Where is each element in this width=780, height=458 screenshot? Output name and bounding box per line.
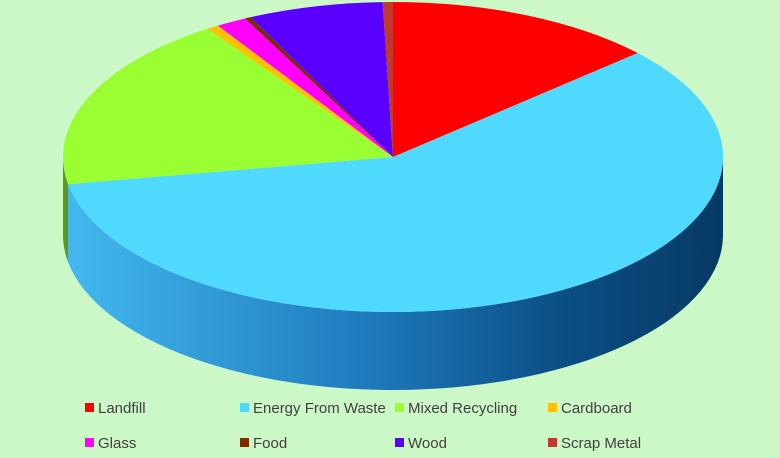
legend-swatch-mixed-recycling bbox=[395, 403, 404, 412]
legend-label-wood: Wood bbox=[408, 435, 447, 452]
legend-swatch-cardboard bbox=[548, 403, 557, 412]
legend-item-mixed-recycling: Mixed Recycling bbox=[395, 400, 517, 417]
pie-side-mixed-recycling bbox=[63, 157, 69, 263]
legend-label-scrap-metal: Scrap Metal bbox=[561, 435, 641, 452]
legend-swatch-wood bbox=[395, 438, 404, 447]
legend-swatch-glass bbox=[85, 438, 94, 447]
pie-slice-landfill bbox=[393, 2, 638, 157]
pie-slice-scrap-metal bbox=[382, 2, 393, 157]
pie-slice-glass bbox=[217, 18, 393, 158]
legend-item-cardboard: Cardboard bbox=[548, 400, 632, 417]
legend-swatch-food bbox=[240, 438, 249, 447]
pie-top-group bbox=[62, 2, 724, 313]
legend-item-wood: Wood bbox=[395, 435, 447, 452]
legend-label-glass: Glass bbox=[98, 435, 136, 452]
legend-label-energy-from-waste: Energy From Waste bbox=[253, 400, 386, 417]
legend-item-food: Food bbox=[240, 435, 287, 452]
legend-label-landfill: Landfill bbox=[98, 400, 146, 417]
legend-item-energy-from-waste: Energy From Waste bbox=[240, 400, 386, 417]
legend-item-landfill: Landfill bbox=[85, 400, 146, 417]
pie-side-energy-from-waste bbox=[68, 157, 724, 390]
legend-label-food: Food bbox=[253, 435, 287, 452]
pie-side-group bbox=[63, 157, 724, 390]
pie-slice-energy-from-waste bbox=[68, 53, 724, 313]
legend-label-mixed-recycling: Mixed Recycling bbox=[408, 400, 517, 417]
legend-item-scrap-metal: Scrap Metal bbox=[548, 435, 641, 452]
legend-label-cardboard: Cardboard bbox=[561, 400, 632, 417]
pie-slice-mixed-recycling bbox=[62, 28, 393, 185]
legend-swatch-energy-from-waste bbox=[240, 403, 249, 412]
pie-slice-cardboard bbox=[207, 25, 393, 157]
legend-swatch-scrap-metal bbox=[548, 438, 557, 447]
pie-slice-wood bbox=[250, 2, 393, 158]
legend-item-glass: Glass bbox=[85, 435, 136, 452]
legend-swatch-landfill bbox=[85, 403, 94, 412]
legend: Landfill Energy From Waste Mixed Recycling… bbox=[85, 400, 641, 452]
pie-slice-food bbox=[245, 17, 393, 158]
